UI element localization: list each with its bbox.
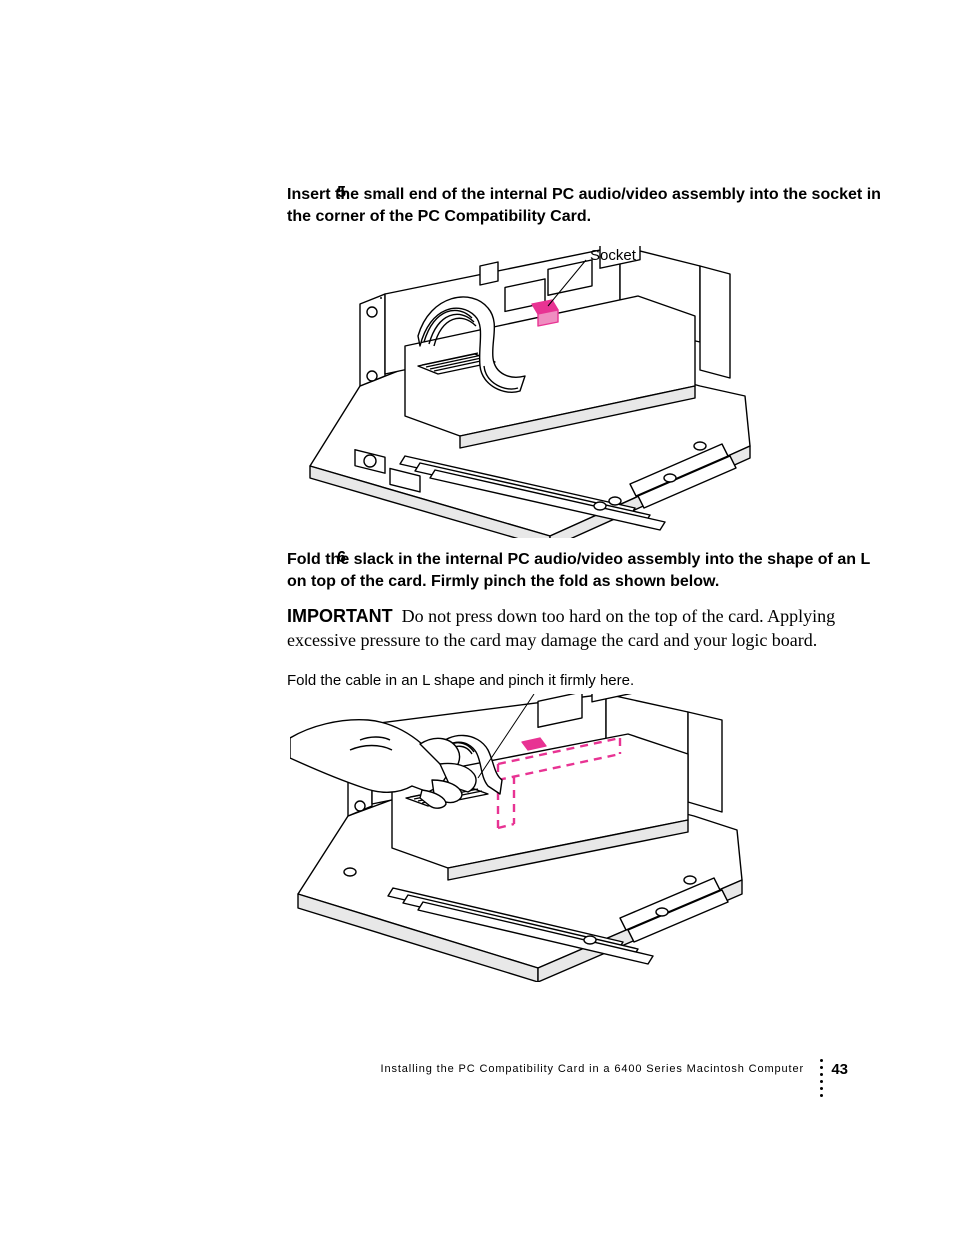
socket-diagram: Socket: [300, 246, 760, 538]
important-label: IMPORTANT: [287, 606, 393, 626]
step-6-instruction: Fold the slack in the internal PC audio/…: [287, 549, 887, 592]
fold-diagram: [290, 694, 760, 982]
step-5-text: Insert the small end of the internal PC …: [287, 184, 887, 227]
page-footer: Installing the PC Compatibility Card in …: [0, 1061, 954, 1085]
footer-chapter-title: Installing the PC Compatibility Card in …: [381, 1063, 804, 1075]
figure-socket: Socket: [300, 246, 760, 538]
document-page: 5 Insert the small end of the internal P…: [0, 0, 954, 1235]
important-note: IMPORTANT Do not press down too hard on …: [287, 604, 862, 653]
footer-dots: [820, 1055, 824, 1101]
step-5-instruction: Insert the small end of the internal PC …: [287, 184, 887, 227]
step-6-text: Fold the slack in the internal PC audio/…: [287, 549, 887, 592]
figure2-caption-container: Fold the cable in an L shape and pinch i…: [287, 672, 887, 689]
socket-label-text: Socket: [590, 247, 637, 264]
footer-page-number: 43: [831, 1061, 848, 1078]
figure-fold-cable: [290, 694, 760, 982]
figure2-caption: Fold the cable in an L shape and pinch i…: [287, 672, 887, 689]
